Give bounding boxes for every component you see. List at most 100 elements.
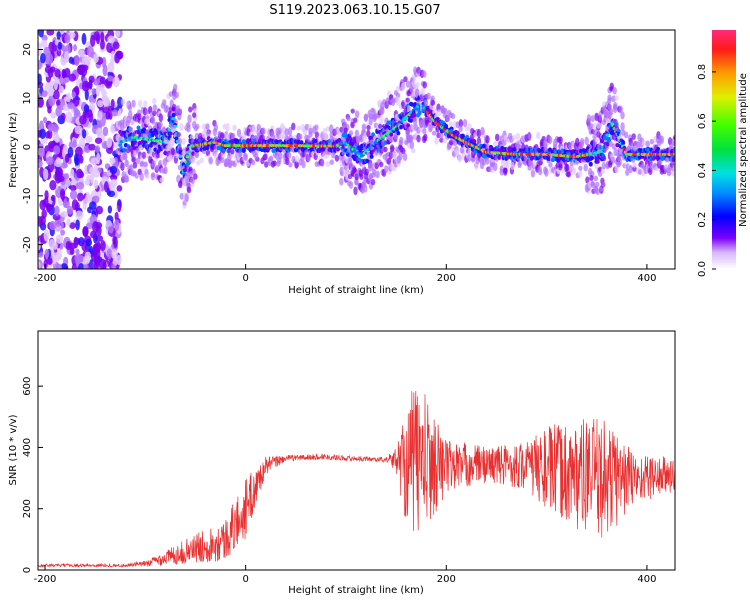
heatmap-cell: [45, 52, 54, 65]
heatmap-cell: [69, 247, 75, 256]
heatmap-cell: [49, 179, 57, 191]
heatmap-cell: [566, 171, 571, 178]
heatmap-cell: [171, 112, 176, 118]
heatmap-cell: [510, 161, 515, 170]
heatmap-cell: [41, 34, 48, 42]
heatmap-cell: [63, 144, 68, 154]
heatmap-cell: [151, 160, 156, 168]
heatmap-cell: [177, 137, 183, 145]
heatmap-cell: [422, 81, 427, 89]
heatmap-cell: [448, 121, 453, 127]
heatmap-cell: [588, 161, 593, 167]
heatmap-cell: [174, 136, 179, 141]
heatmap-cell: [467, 123, 472, 131]
heatmap-cell: [472, 139, 477, 144]
heatmap-cell: [69, 190, 78, 200]
heatmap-cell: [358, 148, 363, 153]
heatmap-cell: [579, 138, 585, 146]
heatmap-cell: [99, 76, 106, 85]
heatmap-cell: [83, 263, 89, 269]
heatmap-cell: [621, 139, 626, 145]
heatmap-cell: [53, 79, 58, 91]
heatmap-cell: [415, 81, 420, 89]
heatmap-cell: [74, 125, 83, 135]
heatmap-cell: [301, 160, 306, 169]
heatmap-cell: [369, 154, 374, 159]
heatmap-cell: [102, 30, 109, 34]
heatmap-cell: [194, 132, 200, 140]
heatmap-cell: [96, 127, 103, 137]
heatmap-cell: [108, 111, 113, 120]
heatmap-cell: [127, 104, 133, 111]
heatmap-cell: [493, 140, 498, 147]
heatmap-cell: [63, 198, 68, 208]
heatmap-cell: [617, 154, 622, 162]
heatmap-cell: [111, 249, 118, 260]
heatmap-cell: [44, 248, 50, 259]
heatmap-cell: [89, 201, 97, 210]
heatmap-cell: [38, 96, 44, 108]
heatmap-cell: [353, 117, 358, 124]
x-tick-label: 0: [242, 273, 248, 284]
heatmap-cell: [278, 152, 283, 160]
x-tick-label: 200: [437, 273, 456, 284]
heatmap-cell: [236, 128, 242, 138]
heatmap-cell: [129, 164, 134, 173]
heatmap-cell: [600, 167, 606, 174]
heatmap-cell: [176, 132, 181, 138]
heatmap-cell: [304, 149, 309, 156]
heatmap-cell: [605, 133, 610, 137]
colorbar-tick-label: 0.0: [697, 261, 708, 277]
colorbar-tick-label: 0.2: [697, 212, 708, 228]
heatmap-cell: [103, 181, 109, 193]
heatmap-cell: [52, 213, 61, 221]
heatmap-cell: [107, 190, 116, 198]
heatmap-cell: [408, 118, 413, 123]
heatmap-cell: [230, 148, 235, 155]
heatmap-cell: [220, 132, 225, 139]
heatmap-cell: [112, 41, 120, 50]
heatmap-cell: [589, 175, 594, 181]
x-tick-label: 200: [437, 574, 456, 585]
heatmap-cell: [102, 64, 108, 77]
heatmap-cell: [383, 165, 389, 174]
heatmap-cell: [107, 75, 114, 82]
heatmap-cell: [253, 152, 259, 160]
heatmap-cell: [601, 161, 607, 170]
heatmap-cell: [77, 263, 85, 269]
heatmap-cell: [185, 177, 190, 186]
heatmap-cell: [444, 123, 449, 129]
heatmap-cell: [620, 122, 625, 131]
bottom-x-axis: -200 0 200 400: [34, 565, 656, 585]
heatmap-cell: [114, 52, 121, 64]
heatmap-cell: [50, 66, 56, 73]
heatmap-cell: [395, 96, 401, 106]
heatmap-cell: [601, 181, 606, 188]
heatmap-cell: [114, 211, 119, 222]
heatmap-cell: [77, 192, 84, 202]
heatmap-cell: [443, 107, 448, 115]
heatmap-cell: [368, 161, 373, 169]
heatmap-cell: [368, 116, 373, 126]
heatmap-cell: [38, 148, 45, 158]
heatmap-cell: [38, 261, 41, 269]
heatmap-cell: [507, 132, 513, 140]
heatmap-cell: [73, 236, 79, 249]
heatmap-cell: [373, 112, 378, 121]
heatmap-cell: [597, 114, 603, 124]
heatmap-cell: [196, 160, 201, 166]
heatmap-cell: [124, 159, 129, 168]
heatmap-cell: [378, 161, 384, 168]
heatmap-cell: [113, 236, 118, 249]
heatmap-cell: [56, 31, 61, 40]
heatmap-cell: [83, 56, 92, 63]
bottom-y-axis: 0 200 400 600: [22, 377, 43, 573]
heatmap-cell: [170, 147, 176, 156]
heatmap-cell: [649, 162, 654, 170]
heatmap-cell: [192, 112, 197, 118]
heatmap-cell: [512, 147, 517, 152]
heatmap-cell: [84, 193, 93, 203]
heatmap-cell: [100, 240, 106, 252]
heatmap-cell: [110, 98, 115, 110]
heatmap-cell: [97, 100, 104, 108]
